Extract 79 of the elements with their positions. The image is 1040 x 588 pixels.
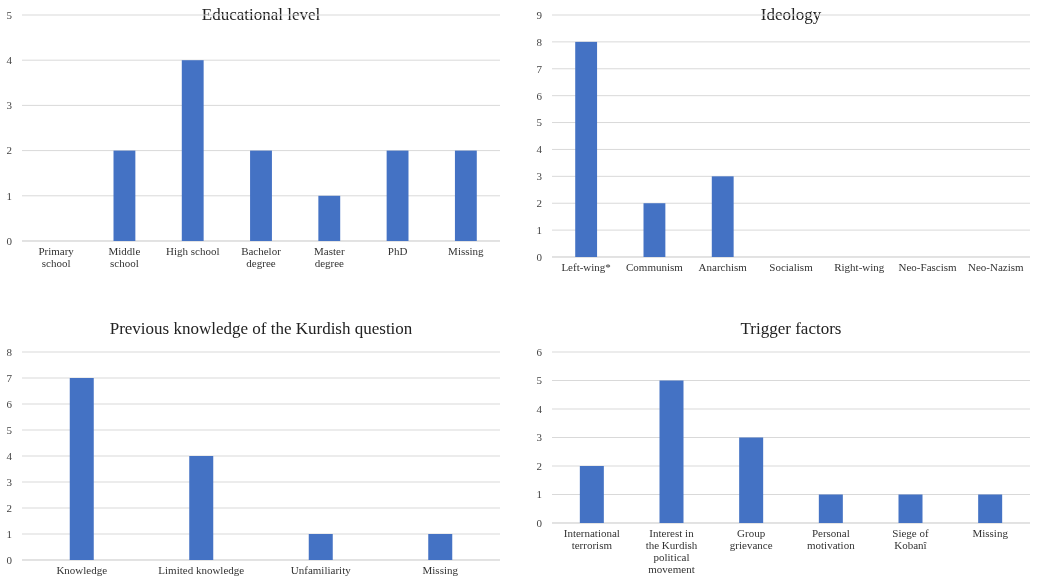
y-tick-label: 4 <box>536 402 543 415</box>
bar <box>579 466 604 523</box>
bar <box>898 494 923 523</box>
x-tick-label: High school <box>165 245 220 257</box>
bar <box>818 494 843 523</box>
bar <box>113 150 136 241</box>
x-tick-label: Missing <box>448 245 485 257</box>
x-tick-label: Missing <box>422 564 459 576</box>
x-tick-label: Bachelor degree <box>241 245 282 269</box>
x-tick-label: Limited knowledge <box>158 564 245 576</box>
x-tick-label: Group grievance <box>729 527 773 551</box>
y-tick-label: 5 <box>536 374 543 387</box>
x-tick-label: Personal motivation <box>807 527 856 551</box>
x-tick-label: Knowledge <box>56 564 108 576</box>
x-tick-label: Right-wing <box>834 261 885 273</box>
chart-title: Educational level <box>201 5 321 24</box>
y-tick-label: 5 <box>6 423 13 436</box>
y-tick-label: 2 <box>6 501 12 514</box>
y-tick-label: 0 <box>6 553 13 566</box>
y-tick-label: 4 <box>6 54 13 67</box>
y-tick-label: 3 <box>536 170 543 183</box>
x-tick-label: Neo-Fascism <box>898 261 958 273</box>
x-tick-label: PhD <box>387 245 408 257</box>
x-tick-label: Middle school <box>108 245 141 269</box>
y-tick-label: 3 <box>536 431 543 444</box>
y-tick-label: 6 <box>6 397 13 410</box>
y-tick-label: 1 <box>6 189 12 202</box>
y-tick-label: 7 <box>6 371 13 384</box>
y-tick-label: 5 <box>6 8 13 21</box>
x-tick-label: Siege of Kobanî <box>892 527 930 551</box>
y-tick-label: 2 <box>6 144 12 157</box>
y-tick-label: 2 <box>536 197 542 210</box>
y-tick-label: 1 <box>536 223 542 236</box>
bar <box>69 378 94 560</box>
bar <box>659 380 684 523</box>
x-tick-label: Communism <box>626 261 684 273</box>
x-tick-label: Anarchism <box>698 261 748 273</box>
bar <box>386 150 409 241</box>
y-tick-label: 3 <box>6 99 13 112</box>
y-tick-label: 1 <box>6 527 12 540</box>
y-tick-label: 0 <box>6 234 13 247</box>
bar <box>181 60 204 241</box>
bar <box>189 456 214 560</box>
y-tick-label: 1 <box>536 488 542 501</box>
bar <box>978 494 1003 523</box>
bar <box>454 150 477 241</box>
y-tick-label: 0 <box>536 516 543 529</box>
bar <box>318 195 341 241</box>
x-tick-label: Neo-Nazism <box>968 261 1025 273</box>
x-tick-label: Interest in the Kurdish political movement <box>645 527 698 575</box>
y-tick-label: 6 <box>536 345 543 358</box>
x-tick-label: Socialism <box>769 261 814 273</box>
y-tick-label: 8 <box>536 35 543 48</box>
bar <box>308 534 333 560</box>
bar <box>643 203 666 257</box>
x-tick-label: Unfamiliarity <box>290 564 352 576</box>
y-tick-label: 4 <box>536 143 543 156</box>
x-tick-label: Left-wing* <box>561 261 611 273</box>
y-tick-label: 8 <box>6 345 13 358</box>
chart-title: Previous knowledge of the Kurdish question <box>109 319 413 338</box>
y-tick-label: 2 <box>536 459 542 472</box>
y-tick-label: 3 <box>6 475 13 488</box>
x-tick-label: Missing <box>972 527 1009 539</box>
chart-title: Trigger factors <box>740 319 842 338</box>
y-tick-label: 5 <box>536 116 543 129</box>
y-tick-label: 0 <box>536 250 543 263</box>
x-tick-label: Master degree <box>314 245 345 269</box>
x-tick-label: Primary school <box>38 245 75 269</box>
x-tick-label: International terrorism <box>563 527 620 551</box>
bar <box>428 534 453 560</box>
y-tick-label: 9 <box>536 8 543 21</box>
bar <box>250 150 272 241</box>
bar <box>739 437 764 523</box>
y-tick-label: 4 <box>6 449 13 462</box>
y-tick-label: 6 <box>536 89 543 102</box>
chart-title: Ideology <box>760 5 822 24</box>
bar <box>711 176 734 257</box>
bar <box>575 41 598 257</box>
y-tick-label: 7 <box>536 62 543 75</box>
